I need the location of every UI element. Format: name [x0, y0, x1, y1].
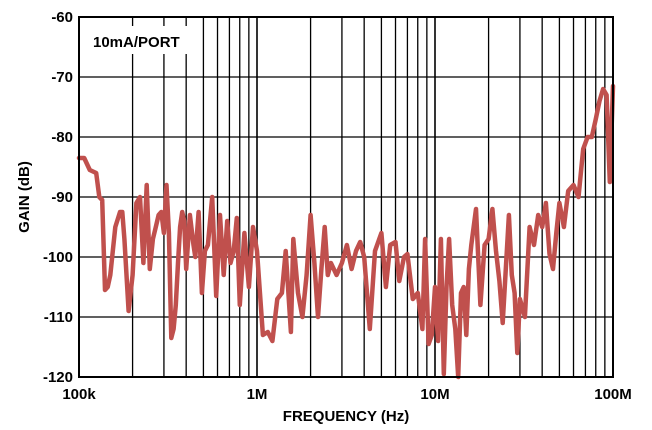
y-tick-label: -120 [43, 369, 73, 386]
annotation-box [84, 26, 200, 54]
y-tick-label: -90 [51, 189, 73, 206]
y-tick-label: -80 [51, 129, 73, 146]
x-tick-label: 1M [247, 386, 268, 403]
plot-frame [78, 16, 614, 378]
x-tick-label: 100M [594, 386, 632, 403]
y-tick-label: -100 [43, 249, 73, 266]
x-axis-title: FREQUENCY (Hz) [283, 408, 409, 425]
series-layer [76, 83, 616, 380]
annotation-label: 10mA/PORT [93, 34, 180, 51]
y-axis-title: GAIN (dB) [16, 161, 33, 233]
y-tick-label: -70 [51, 69, 73, 86]
x-tick-label: 10M [420, 386, 449, 403]
grid [79, 17, 613, 377]
series-line [76, 83, 616, 380]
y-tick-label: -60 [51, 9, 73, 26]
y-tick-label: -110 [44, 309, 73, 326]
x-tick-label: 100k [62, 386, 96, 403]
